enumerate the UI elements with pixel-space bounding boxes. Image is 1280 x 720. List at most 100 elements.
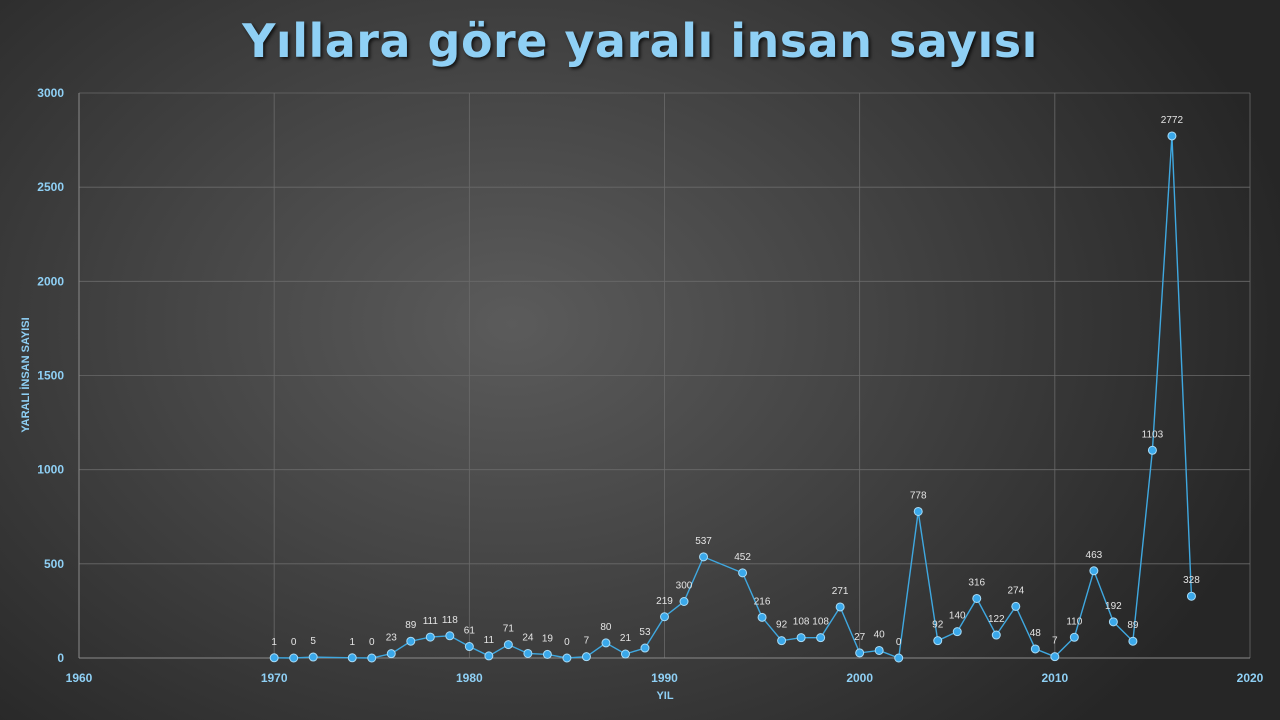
data-point xyxy=(855,648,865,658)
data-label: 778 xyxy=(910,490,927,501)
data-label: 11 xyxy=(484,635,495,646)
data-label: 53 xyxy=(639,627,651,638)
data-label: 328 xyxy=(1183,575,1200,586)
data-label: 118 xyxy=(442,615,458,626)
data-point xyxy=(620,649,630,659)
data-point xyxy=(835,602,845,612)
data-point xyxy=(523,648,533,658)
data-point xyxy=(1167,131,1177,141)
data-label: 92 xyxy=(932,620,944,631)
data-point xyxy=(406,636,416,646)
data-label: 140 xyxy=(949,611,966,622)
data-point xyxy=(894,653,904,663)
data-label: 300 xyxy=(676,581,693,592)
data-point xyxy=(699,552,709,562)
y-axis-label: YARALI İNSAN SAYISI xyxy=(19,317,32,432)
data-label: 0 xyxy=(564,637,570,648)
data-label: 24 xyxy=(522,632,534,643)
data-point xyxy=(386,649,396,659)
data-label: 219 xyxy=(656,596,673,607)
data-point xyxy=(874,645,884,655)
data-point xyxy=(640,643,650,653)
x-tick-label: 2000 xyxy=(846,671,873,685)
data-point xyxy=(952,627,962,637)
data-label: 23 xyxy=(386,633,398,644)
grid-layer xyxy=(79,92,1251,658)
data-point xyxy=(347,653,357,663)
data-point xyxy=(913,506,923,516)
data-label: 7 xyxy=(1052,636,1058,647)
data-point xyxy=(991,630,1001,640)
data-point xyxy=(1069,632,1079,642)
data-point xyxy=(562,653,572,663)
data-label: 108 xyxy=(812,617,829,628)
x-tick-label: 2020 xyxy=(1237,671,1264,685)
data-point xyxy=(464,642,474,652)
data-label: 192 xyxy=(1105,601,1122,612)
data-label: 71 xyxy=(503,624,515,635)
x-tick-label: 1980 xyxy=(456,671,483,685)
data-point xyxy=(933,636,943,646)
x-tick-label: 2010 xyxy=(1041,671,1068,685)
data-label: 463 xyxy=(1086,550,1103,561)
data-label: 40 xyxy=(874,629,886,640)
data-point xyxy=(308,652,318,662)
data-point xyxy=(1050,652,1060,662)
data-label: 1103 xyxy=(1142,429,1164,440)
series-line xyxy=(274,135,1193,659)
data-point xyxy=(581,652,591,662)
y-tick-label: 1000 xyxy=(37,463,64,477)
data-label: 0 xyxy=(291,637,297,648)
data-label: 80 xyxy=(600,622,612,633)
data-label: 110 xyxy=(1066,616,1082,627)
x-axis-label: YIL xyxy=(656,690,673,702)
data-label: 21 xyxy=(620,633,632,644)
y-tick-label: 3000 xyxy=(37,86,64,100)
x-tick-label: 1990 xyxy=(651,671,678,685)
data-point xyxy=(542,649,552,659)
data-label: 108 xyxy=(793,617,810,628)
data-point xyxy=(484,651,494,661)
data-point xyxy=(777,636,787,646)
data-point xyxy=(738,568,748,578)
data-point xyxy=(601,638,611,648)
data-point xyxy=(1186,591,1196,601)
data-point xyxy=(660,612,669,622)
data-point xyxy=(816,633,826,643)
data-label: 48 xyxy=(1030,628,1042,639)
y-tick-label: 1500 xyxy=(37,369,64,383)
data-label: 537 xyxy=(695,536,712,547)
x-tick-label: 1960 xyxy=(66,671,93,685)
data-label: 5 xyxy=(310,636,316,647)
data-point xyxy=(757,612,767,622)
y-tick-label: 500 xyxy=(44,557,64,571)
data-label: 216 xyxy=(754,596,771,607)
data-label: 61 xyxy=(464,626,476,637)
data-point xyxy=(679,597,689,606)
data-point xyxy=(972,593,982,603)
y-tick-label: 2000 xyxy=(37,274,64,288)
data-label: 0 xyxy=(369,637,375,648)
data-point xyxy=(1011,601,1021,611)
data-label: 1 xyxy=(349,637,355,648)
data-point xyxy=(1030,644,1040,654)
data-label: 1 xyxy=(271,637,277,648)
data-label: 122 xyxy=(988,614,1005,625)
data-point xyxy=(1108,617,1118,627)
data-point xyxy=(367,653,377,663)
data-label: 111 xyxy=(423,616,439,627)
data-point xyxy=(1147,445,1157,455)
data-point xyxy=(796,633,806,643)
data-point xyxy=(269,653,279,663)
data-label: 92 xyxy=(776,620,788,631)
data-label: 316 xyxy=(968,577,985,588)
data-label: 19 xyxy=(542,633,554,644)
x-tick-label: 1970 xyxy=(261,671,288,685)
data-label: 452 xyxy=(734,552,751,563)
data-point xyxy=(1089,566,1099,576)
data-label: 271 xyxy=(832,586,849,597)
data-label: 2772 xyxy=(1161,115,1184,126)
